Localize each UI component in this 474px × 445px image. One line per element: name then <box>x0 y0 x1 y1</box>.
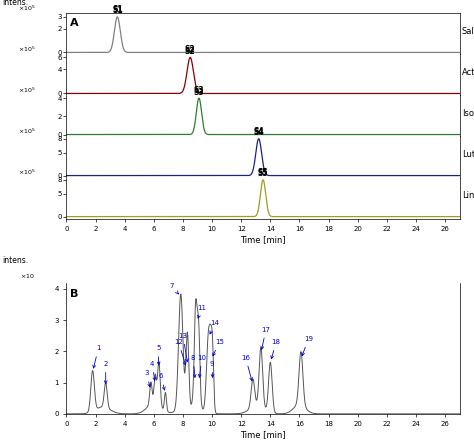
Text: $\times10^5$: $\times10^5$ <box>18 85 36 95</box>
Text: B: B <box>70 289 79 299</box>
Text: 19: 19 <box>302 336 313 356</box>
Text: $\times10^5$: $\times10^5$ <box>18 167 36 177</box>
Text: $\times10$: $\times10$ <box>19 272 35 280</box>
Text: S3: S3 <box>194 86 204 95</box>
Text: Luteolin: Luteolin <box>462 150 474 159</box>
Text: 8: 8 <box>191 355 196 377</box>
Text: 18: 18 <box>271 339 281 359</box>
Text: Salidroside: Salidroside <box>462 27 474 36</box>
Text: 9: 9 <box>210 361 214 377</box>
Text: 13: 13 <box>178 333 188 362</box>
Text: S3: S3 <box>194 88 204 97</box>
Text: 16: 16 <box>241 355 253 380</box>
Text: A: A <box>70 18 79 28</box>
Text: 10: 10 <box>197 355 206 377</box>
Text: S5: S5 <box>258 168 268 177</box>
Text: S1: S1 <box>112 7 123 16</box>
Text: 7: 7 <box>169 283 178 294</box>
Text: 4: 4 <box>150 361 155 380</box>
Text: Acteroside: Acteroside <box>462 69 474 77</box>
Text: $\times10^5$: $\times10^5$ <box>18 44 36 53</box>
Text: S2: S2 <box>185 47 196 56</box>
Text: Isoacteroside: Isoacteroside <box>462 109 474 118</box>
Text: 6: 6 <box>159 373 165 390</box>
Text: 2: 2 <box>103 361 108 384</box>
Text: S1: S1 <box>112 5 123 14</box>
Text: 5: 5 <box>156 345 160 365</box>
Text: intens.: intens. <box>2 0 28 7</box>
Text: Linarin: Linarin <box>462 191 474 201</box>
X-axis label: Time [min]: Time [min] <box>240 430 286 439</box>
Text: 15: 15 <box>213 339 224 356</box>
Text: 12: 12 <box>174 339 186 365</box>
Text: 14: 14 <box>210 320 219 334</box>
Text: 3: 3 <box>144 370 151 387</box>
Text: $\times10^5$: $\times10^5$ <box>18 126 36 136</box>
Text: S4: S4 <box>254 127 264 136</box>
Text: S4: S4 <box>254 128 264 138</box>
X-axis label: Time [min]: Time [min] <box>240 235 286 244</box>
Text: S5: S5 <box>258 170 268 178</box>
Text: 17: 17 <box>261 327 271 349</box>
Text: 11: 11 <box>197 305 206 318</box>
Text: $\times10^5$: $\times10^5$ <box>18 3 36 12</box>
Text: S2: S2 <box>185 45 196 54</box>
Text: 1: 1 <box>93 345 100 368</box>
Text: intens.: intens. <box>2 256 28 265</box>
